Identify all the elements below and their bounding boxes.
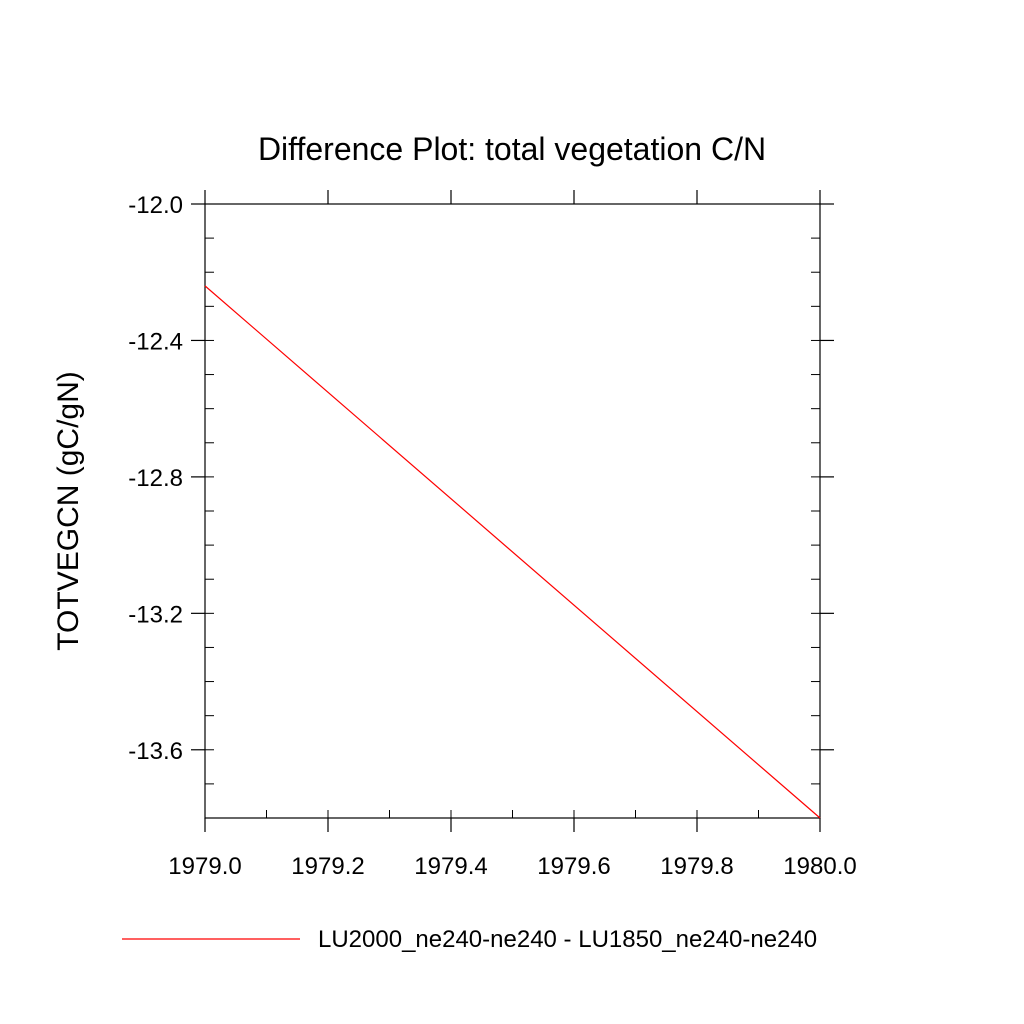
x-tick-label: 1979.2 <box>291 853 364 880</box>
x-tick-label: 1979.0 <box>168 853 241 880</box>
series-line <box>204 285 821 819</box>
y-tick-label: -12.0 <box>128 192 183 219</box>
chart-title: Difference Plot: total vegetation C/N <box>258 131 766 167</box>
y-axis-ticks: -12.0 -12.4 -12.8 -13.2 -13.6 <box>128 192 834 819</box>
y-tick-label: -13.2 <box>128 601 183 628</box>
x-tick-label: 1979.4 <box>414 853 487 880</box>
y-tick-label: -12.8 <box>128 465 183 492</box>
plot-frame <box>204 203 821 819</box>
legend-label: LU2000_ne240-ne240 - LU1850_ne240-ne240 <box>318 926 817 953</box>
y-tick-label: -13.6 <box>128 738 183 765</box>
x-axis-ticks: 1979.0 1979.2 1979.4 1979.6 1979.8 1980.0 <box>168 190 857 880</box>
legend: LU2000_ne240-ne240 - LU1850_ne240-ne240 <box>122 926 817 953</box>
x-tick-label: 1979.8 <box>660 853 733 880</box>
x-tick-label: 1979.6 <box>537 853 610 880</box>
series-layer <box>204 285 821 819</box>
y-tick-label: -12.4 <box>128 328 183 355</box>
x-tick-label: 1980.0 <box>783 853 856 880</box>
y-axis-label: TOTVEGCN (gC/gN) <box>52 371 85 650</box>
